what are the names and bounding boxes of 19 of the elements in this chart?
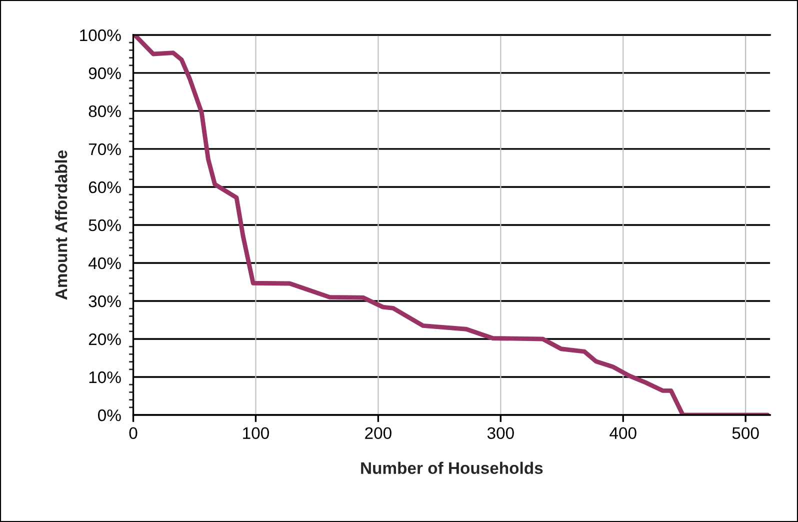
- y-tick-label: 100%: [80, 29, 121, 42]
- x-tick-label: 400: [610, 427, 636, 440]
- y-tick-label: 70%: [88, 143, 121, 156]
- y-tick-label: 80%: [88, 105, 121, 118]
- x-tick-label: 0: [129, 427, 138, 440]
- x-tick-label: 500: [732, 427, 759, 440]
- x-tick-label: 300: [487, 427, 514, 440]
- x-axis-title: Number of Households: [361, 462, 543, 474]
- y-tick-label: 60%: [88, 181, 121, 194]
- y-tick-label: 90%: [88, 67, 121, 80]
- y-tick-label: 40%: [88, 257, 121, 270]
- x-tick-label: 100: [243, 427, 269, 440]
- y-tick-label: 50%: [88, 219, 121, 232]
- y-tick-label: 10%: [89, 371, 121, 384]
- y-axis-title: Amount Affordable: [54, 150, 68, 300]
- y-tick-label: 20%: [88, 333, 121, 346]
- y-tick-label: 30%: [88, 295, 121, 308]
- y-tick-label: 0%: [98, 409, 121, 422]
- x-tick-label: 200: [365, 427, 392, 440]
